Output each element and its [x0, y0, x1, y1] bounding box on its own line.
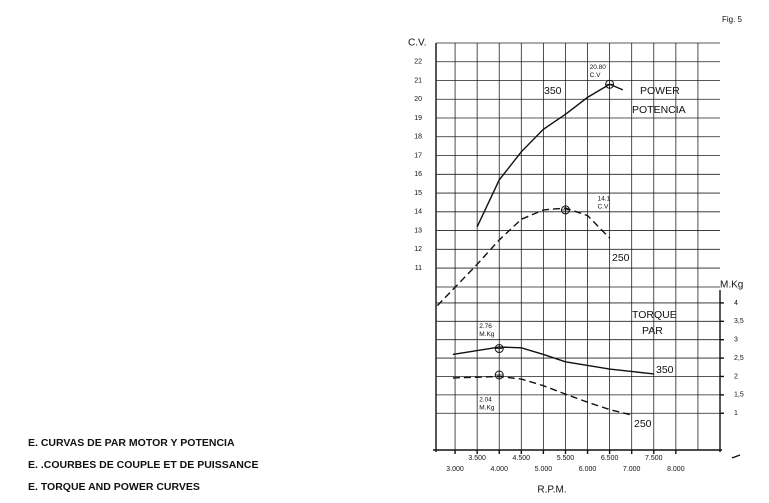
y-tick-label: 20 — [414, 96, 422, 103]
y2-tick-label: 1 — [734, 410, 738, 417]
y-tick-label: 18 — [414, 134, 422, 141]
axis-end — [731, 454, 741, 459]
y-tick-label: 11 — [415, 265, 422, 272]
y2-tick-label: 3,5 — [734, 318, 744, 325]
x-tick-label: 3.000 — [446, 466, 464, 473]
x-tick-label: 7.500 — [645, 455, 663, 462]
point-label: M.Kg — [479, 405, 495, 412]
x-tick-label: 3.500 — [468, 455, 486, 462]
x-tick-label: 6.000 — [579, 466, 597, 473]
series-label: 350 — [656, 364, 674, 376]
y-tick-label: 21 — [414, 77, 422, 84]
y2-tick-label: 2,5 — [734, 355, 744, 362]
annotation: TORQUE — [632, 309, 677, 321]
y-tick-label: 17 — [414, 152, 422, 159]
x-axis-label: R.P.M. — [537, 485, 566, 496]
figure-label: Fig. 5 — [722, 15, 743, 24]
series-line — [452, 346, 654, 375]
point-label: C.V — [597, 204, 609, 211]
x-tick-label: 7.000 — [623, 466, 641, 473]
y2-tick-label: 1,5 — [734, 392, 744, 399]
y-tick-label: 22 — [414, 59, 422, 66]
y-tick-label: 14 — [414, 209, 422, 216]
series-label: 350 — [544, 85, 562, 97]
annotation: POTENCIA — [632, 104, 686, 116]
y-tick-label: 19 — [414, 115, 422, 122]
y-axis-label: C.V. — [408, 38, 427, 49]
caption: E. CURVAS DE PAR MOTOR Y POTENCIA — [28, 437, 235, 449]
y2-tick-label: 2 — [734, 373, 738, 380]
point-label: 2.04 — [479, 397, 492, 404]
point-label: C.V — [590, 72, 602, 79]
point-label: 14.1 — [597, 196, 610, 203]
x-tick-label: 4.500 — [513, 455, 531, 462]
series-label: 250 — [612, 252, 630, 264]
caption: E. TORQUE AND POWER CURVES — [28, 481, 200, 493]
point-label: M.Kg — [479, 331, 495, 338]
point-label: 2.76 — [479, 323, 492, 330]
x-tick-label: 6.500 — [601, 455, 619, 462]
x-tick-label: 5.000 — [535, 466, 553, 473]
y-tick-label: 16 — [414, 171, 422, 178]
y-tick-label: 13 — [414, 227, 422, 234]
y-tick-label: 15 — [414, 190, 422, 197]
y2-tick-label: 3 — [734, 337, 738, 344]
y-tick-label: 12 — [414, 246, 422, 253]
x-tick-label: 5.500 — [557, 455, 575, 462]
x-tick-label: 4.000 — [490, 466, 508, 473]
point-label: 20.80 — [590, 64, 607, 71]
y2-axis-label: M.Kg — [720, 280, 743, 291]
caption: E. .COURBES DE COUPLE ET DE PUISSANCE — [28, 459, 258, 471]
series-line — [436, 207, 611, 307]
annotation: POWER — [640, 85, 680, 97]
x-tick-label: 8.000 — [667, 466, 685, 473]
series-label: 250 — [634, 418, 652, 430]
y2-tick-label: 4 — [734, 300, 738, 307]
annotation: PAR — [642, 325, 663, 337]
